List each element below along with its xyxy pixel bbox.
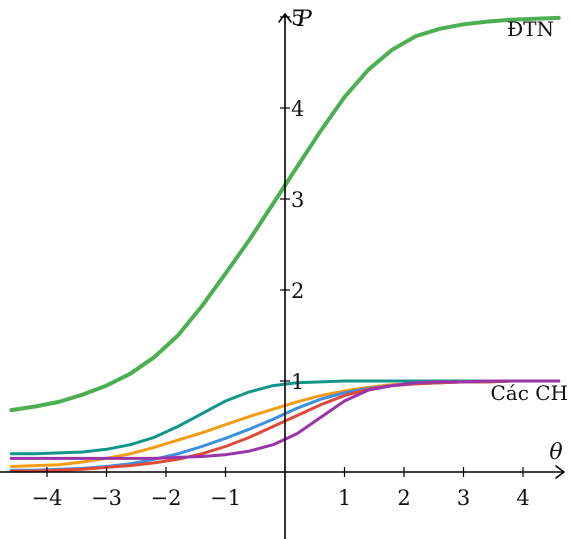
x-tick-label: −4 [32, 486, 63, 510]
x-axis-label: θ [549, 440, 562, 465]
y-axis-label: P [296, 7, 313, 32]
x-tick-label: 4 [516, 486, 529, 510]
x-tick-label: −3 [91, 486, 122, 510]
y-tick-label: 3 [291, 188, 304, 212]
y-tick-label: 5 [291, 6, 304, 30]
x-tick-label: −1 [210, 486, 241, 510]
annotation-cac-ch: Các CH [490, 381, 568, 405]
x-axis-arrow [555, 465, 566, 479]
x-tick-label: 1 [338, 486, 351, 510]
x-tick-label: −2 [151, 486, 182, 510]
axes-group [0, 12, 566, 539]
y-tick-label: 1 [291, 370, 304, 394]
x-tick-label: 3 [457, 486, 470, 510]
y-tick-label: 4 [291, 97, 304, 121]
annotation-dtn: ĐTN [507, 17, 554, 41]
labels-group: −4 −3 −2 −1 1 2 3 4 1 2 3 4 5 θ P ĐTN Các CH [32, 6, 568, 510]
x-tick-label: 2 [397, 486, 410, 510]
y-axis-arrow [278, 12, 292, 23]
y-tick-label: 2 [291, 279, 304, 303]
